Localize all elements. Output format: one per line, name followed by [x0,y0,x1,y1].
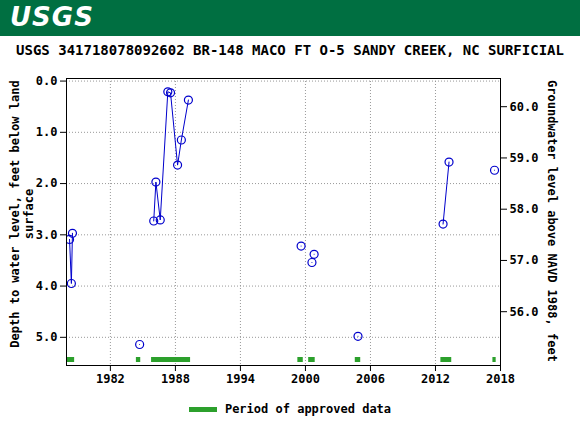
svg-text:1982: 1982 [96,372,125,386]
svg-text:2000: 2000 [291,372,320,386]
svg-text:2012: 2012 [421,372,450,386]
svg-text:57.0: 57.0 [510,253,539,267]
html-text:Depth to water level, feet bel: Depth to water level, feet below land su… [8,80,36,348]
svg-text:2006: 2006 [356,372,385,386]
svg-text:60.0: 60.0 [510,100,539,114]
svg-text:5.0: 5.0 [36,330,58,344]
html-text:USGS: USGS [10,2,94,32]
svg-text:59.0: 59.0 [510,151,539,165]
svg-text:1988: 1988 [161,372,190,386]
svg-text:4.0: 4.0 [36,279,58,293]
svg-text:3.0: 3.0 [36,228,58,242]
svg-text:56.0: 56.0 [510,305,539,319]
html-text:USGS 341718078092602 BR-148 MA: USGS 341718078092602 BR-148 MACO FT O-5 … [16,42,564,58]
svg-text:1994: 1994 [226,372,255,386]
svg-text:2018: 2018 [486,372,515,386]
html-text:Groundwater level above NAVD 1: Groundwater level above NAVD 1988, feet [545,80,559,362]
svg-text:1.0: 1.0 [36,125,58,139]
svg-text:0.0: 0.0 [36,74,58,88]
svg-text:2.0: 2.0 [36,176,58,190]
svg-text:58.0: 58.0 [510,202,539,216]
html-text:Period of approved data: Period of approved data [224,402,392,416]
